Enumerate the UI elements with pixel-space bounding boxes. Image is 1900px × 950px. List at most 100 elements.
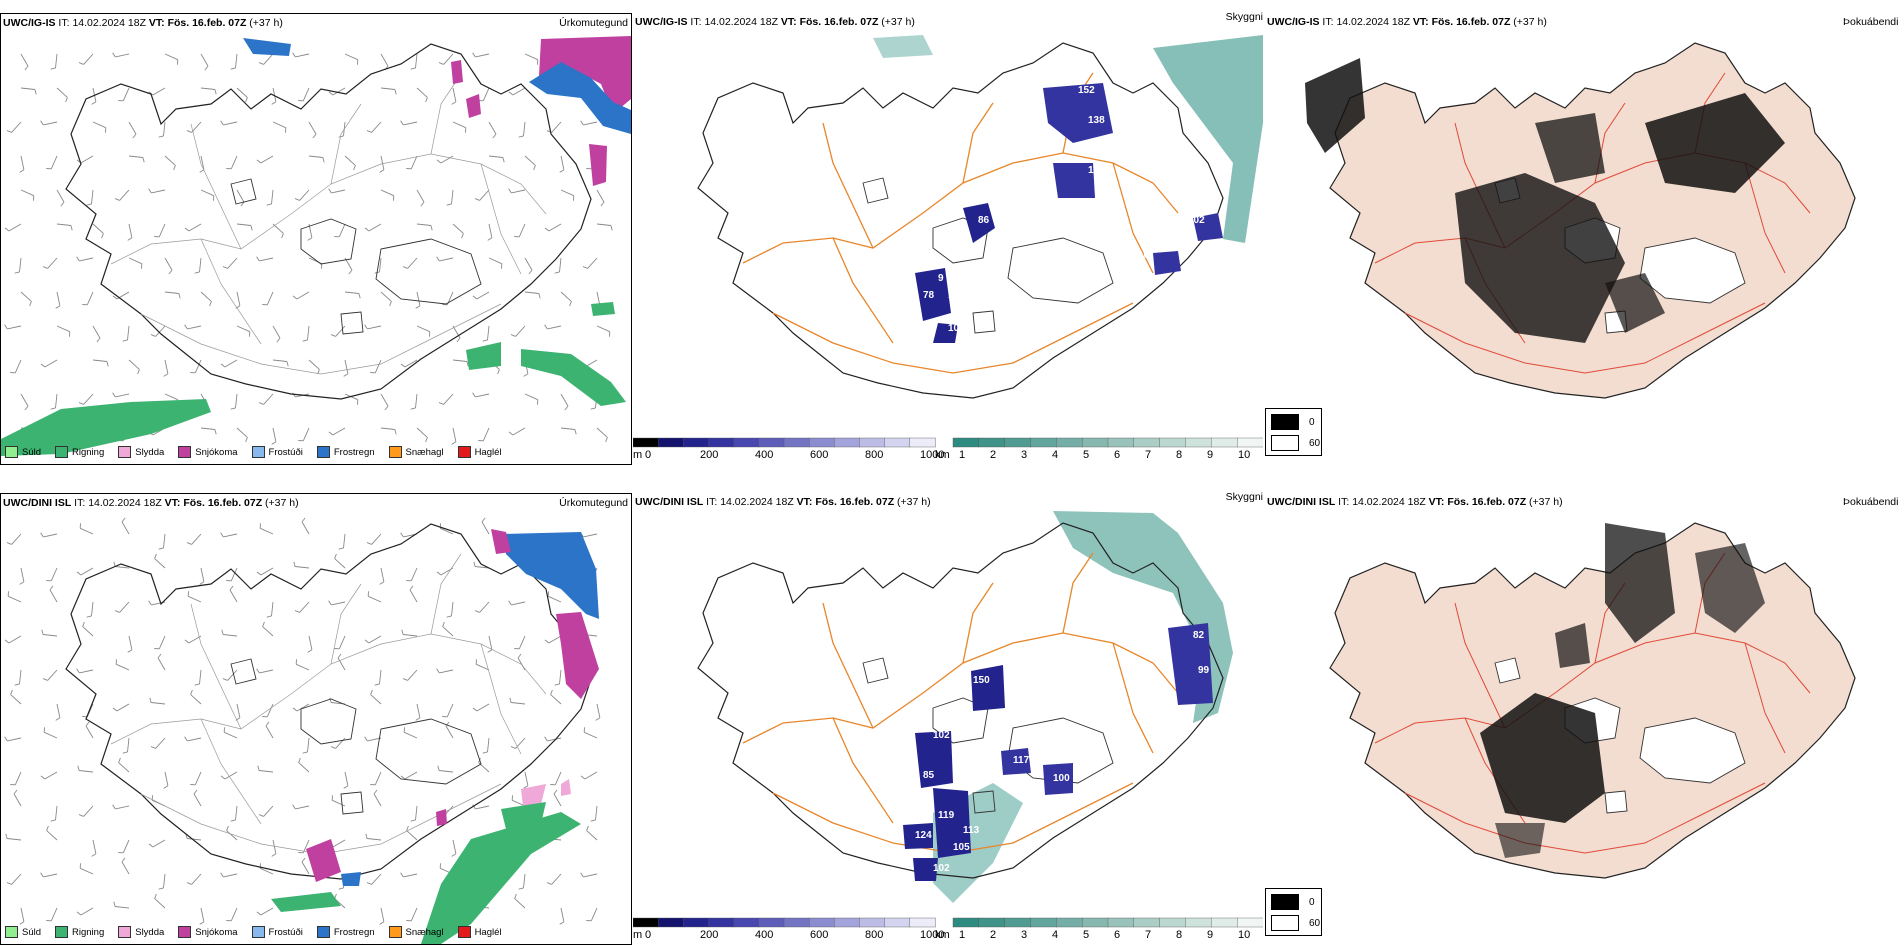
visibility-value-label: 113 [963,825,980,836]
wind-barb [86,291,94,305]
wind-barb [380,567,385,582]
wind-barb-flag [329,697,332,703]
wind-barb [452,839,457,854]
legend-swatch [178,926,192,938]
colorbar-tick: 7 [1145,929,1152,941]
wind-barb-flag [157,653,162,659]
wind-barb-flag [472,392,476,398]
wind-barb-flag [384,405,389,411]
wind-barb-flag [544,736,548,742]
wind-barb [8,223,22,232]
colorbar-cell [834,437,861,448]
wind-barb [265,725,274,739]
wind-barb [368,635,382,644]
wind-barb [272,427,277,442]
fog-legend: 0 60 [1265,888,1322,936]
panel-title: UWC/IG-IS IT: 14.02.2024 18Z VT: Fös. 16… [635,16,915,28]
wind-barb-flag [4,639,10,644]
wind-barb [296,663,310,671]
visibility-value-label: 9 [938,273,944,284]
colorbar-cell [808,917,836,928]
wind-barb-flag [590,407,596,410]
wind-barb-flag [5,833,8,839]
wind-barb-flag [14,271,20,274]
precip-legend: Súld Rigning Slydda Snjókoma Frostúði Fr… [5,926,502,938]
wind-barb-flag [230,819,236,822]
wind-barb-flag [209,301,212,307]
wind-barb [20,291,32,302]
low-visibility-area [915,731,953,788]
colorbar-cell [952,917,980,928]
panel-title: UWC/IG-IS IT: 14.02.2024 18Z VT: Fös. 16… [3,17,283,29]
wind-barb [524,257,533,271]
wind-barb [440,155,454,164]
wind-barb [301,861,310,875]
wind-barb [406,830,418,841]
wind-barb [223,634,238,637]
colorbar-cell [758,437,785,448]
wind-barb-flag [436,159,442,164]
visibility-panel-bottom: UWC/DINI ISL IT: 14.02.2024 18Z VT: Fös.… [633,491,1263,945]
panel-field-name: Skyggni [1225,491,1263,503]
wind-barb-flag [194,683,200,686]
legend-swatch [55,926,69,938]
wind-barb-flag [276,337,281,343]
wind-barb [80,867,94,875]
wind-barb [560,427,575,430]
low-visibility-area [963,203,995,243]
wind-barb-flag [528,269,533,275]
wind-barb-flag [256,668,260,674]
wind-barb [344,771,349,786]
wind-barb [512,799,526,807]
wind-barb-flag [590,819,596,822]
precip-legend: Súld Rigning Slydda Snjókoma Frostúði Fr… [5,446,502,458]
wind-barb [416,87,428,98]
wind-barb-flag [127,237,133,241]
wind-barb [164,359,169,374]
wind-barb [236,325,250,333]
wind-barb [476,663,490,671]
wind-barb [260,527,274,535]
wind-barb [475,393,490,398]
colorbar-tick: 6 [1114,449,1121,461]
wind-barb [151,189,166,194]
wind-barb [191,121,202,133]
visibility-colorbar: m 0 200 400 600 800 1000 km 1 2 3 4 5 6 7 8 9 10 [633,437,1263,465]
wind-barb-flag [442,621,445,627]
wind-barb [373,793,382,807]
visibility-value-label: 85 [923,770,935,781]
wind-barb [260,867,274,875]
wind-barb [155,325,166,337]
visibility-map: 150 102 85 117 100 119 113 105 124 102 82 99 [697,511,1233,903]
wind-barb-flag [409,585,414,591]
wind-barb [272,325,281,339]
low-visibility-area [933,788,971,858]
fog-legend: 0 60 [1265,408,1322,456]
wind-barb [295,566,310,569]
wind-barb [230,155,238,169]
wind-barb-flag [118,757,121,763]
legend-item: Snjókoma [178,926,238,938]
wind-barb-flag [580,120,584,126]
colorbar-cell [909,437,936,448]
wind-barb [200,155,205,170]
wind-barb [46,830,58,841]
wind-barb-flag [40,120,44,126]
colorbar-cell [733,917,760,928]
wind-barb-flag [394,89,397,95]
wind-barb-flag [106,361,109,367]
colorbar-cell [783,917,810,928]
wind-barb-flag [173,165,176,171]
colorbar-tick: 8 [1176,929,1183,941]
wind-barb-flag [595,717,601,721]
panel-title: UWC/IG-IS IT: 14.02.2024 18Z VT: Fös. 16… [1267,16,1547,28]
wind-barb [79,669,94,674]
wind-barb-flag [544,639,550,644]
rain-area [271,892,341,912]
wind-barb-flag [245,97,248,103]
wind-barb [475,53,490,58]
wind-barb [128,257,142,265]
wind-barb-flag [158,135,164,138]
wind-barb [416,189,425,203]
wind-barb-flag [328,431,334,436]
